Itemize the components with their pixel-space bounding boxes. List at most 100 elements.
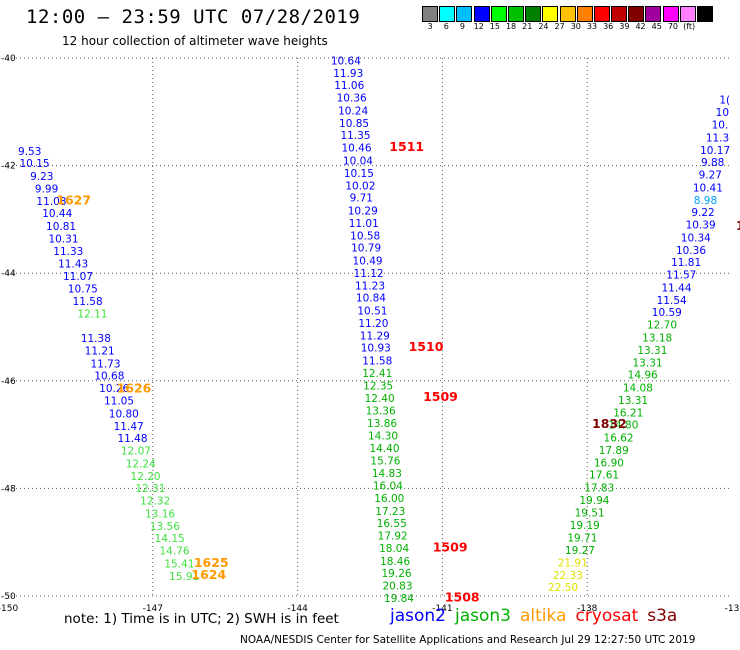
wave-height-point: 10.36 <box>337 93 367 105</box>
wave-height-point: 15.76 <box>370 456 400 468</box>
wave-height-point: 10.58 <box>350 230 380 242</box>
wave-height-point: 12.70 <box>647 320 677 332</box>
wave-height-point: 11.07 <box>63 271 93 283</box>
color-scale-label: 18 <box>505 22 517 31</box>
wave-height-point: 9.53 <box>18 146 41 158</box>
color-scale-label: 39 <box>619 22 630 31</box>
wave-height-point: 22.50 <box>548 582 578 594</box>
wave-height-point: 10.31 <box>48 234 78 246</box>
wave-height-point: 12.31 <box>135 483 165 495</box>
wave-height-point: 10.26 <box>99 383 129 395</box>
wave-height-point: 8.98 <box>694 195 717 207</box>
wave-height-point: 11.57 <box>666 270 696 282</box>
wave-height-point: 14.76 <box>159 546 189 558</box>
wave-height-point: 10.68 <box>94 371 124 383</box>
wave-height-point: 10.80 <box>109 408 139 420</box>
wave-height-point: 11.06 <box>334 80 364 92</box>
wave-height-point: 11.54 <box>657 295 687 307</box>
wave-height-point: 12.32 <box>140 496 170 508</box>
x-tick-label: -147 <box>143 604 163 614</box>
wave-height-point: 16.90 <box>594 457 624 469</box>
wave-height-point: 12.20 <box>131 471 161 483</box>
wave-height-point: 11.81 <box>671 257 701 269</box>
wave-height-point: 13.36 <box>366 406 396 418</box>
wave-height-point: 19.71 <box>567 533 597 545</box>
wave-height-point: 11.01 <box>349 218 379 230</box>
pass-time-label: 1627 <box>56 192 91 207</box>
color-scale-label: 9 <box>459 22 466 31</box>
y-tick-label: -46 <box>1 377 16 387</box>
wave-height-point: 16.21 <box>613 407 643 419</box>
legend-altika: altika <box>520 606 567 626</box>
y-tick-label: -48 <box>1 484 16 494</box>
wave-height-point: 10.34 <box>681 232 711 244</box>
wave-height-point: 10.81 <box>46 221 76 233</box>
wave-height-point: 10.29 <box>348 206 378 218</box>
color-swatch <box>439 6 456 22</box>
wave-height-point: 12.40 <box>365 393 395 405</box>
color-swatch <box>542 6 559 22</box>
wave-height-point: 13.18 <box>642 333 672 345</box>
color-scale-label: 15 <box>489 22 500 31</box>
wave-height-point: 12.35 <box>363 380 393 392</box>
pass-time-label: 18 <box>736 218 740 233</box>
wave-height-point: 12.07 <box>121 446 151 458</box>
wave-height-point: 11.48 <box>117 433 147 445</box>
color-scale-label: (ft) <box>683 22 696 31</box>
y-tick-label: -44 <box>1 269 16 279</box>
wave-height-point: 19.84 <box>384 593 414 605</box>
wave-height-point: 11.3 <box>706 132 729 144</box>
wave-height-point: 10.49 <box>353 256 383 268</box>
wave-height-point: 10.17 <box>700 145 730 157</box>
wave-height-point: 14.30 <box>368 430 398 442</box>
color-scale-label: 12 <box>473 22 484 31</box>
wave-height-point: 13.31 <box>633 357 663 369</box>
wave-height-point: 11.58 <box>73 296 103 308</box>
color-swatch <box>645 6 662 22</box>
color-scale-label: 45 <box>651 22 662 31</box>
wave-height-point: 17.23 <box>375 506 405 518</box>
color-scale-label: 36 <box>603 22 614 31</box>
wave-height-point: 16.04 <box>373 480 403 492</box>
data-points: 9.5310.159.239.9911.0810.4410.8110.3111.… <box>18 55 730 604</box>
color-swatch <box>473 6 490 22</box>
wave-height-point: 17.83 <box>584 483 614 495</box>
color-scale-label: 27 <box>554 22 565 31</box>
y-tick-label: -42 <box>1 162 16 172</box>
wave-height-point: 10.59 <box>652 307 682 319</box>
wave-height-point: 10.02 <box>345 180 375 192</box>
color-scale-bar <box>422 6 714 22</box>
color-scale-label: 24 <box>538 22 549 31</box>
x-tick-label: -144 <box>287 604 308 614</box>
wave-height-point: 11.93 <box>333 68 363 80</box>
wave-height-point: 13.31 <box>618 395 648 407</box>
wave-height-point: 10. <box>712 119 729 131</box>
wave-height-point: 10.51 <box>357 306 387 318</box>
wave-height-point: 19.94 <box>579 495 609 507</box>
color-swatch <box>593 6 610 22</box>
wave-height-point: 13.86 <box>367 418 397 430</box>
wave-height-point: 18.04 <box>379 543 409 555</box>
wave-height-point: 10.15 <box>344 168 374 180</box>
wave-height-point: 12.41 <box>362 368 392 380</box>
wave-height-point: 13.16 <box>145 508 175 520</box>
wave-height-point: 11.12 <box>354 268 384 280</box>
wave-height-point: 11.33 <box>53 246 83 258</box>
axis-ticks: -150 -147 -144 -141 -138 -13 -40 -42 -44 -46 -48 -5… <box>0 54 739 614</box>
color-scale-labels: 3 6 9 12 15 18 21 24 27 30 33 36 39 42 45 70 (ft) <box>422 22 697 31</box>
wave-height-point: 10.46 <box>341 143 371 155</box>
footer-credit: NOAA/NESDIS Center for Satellite Applica… <box>240 634 696 646</box>
wave-height-point: 14.96 <box>628 370 658 382</box>
x-tick-label: -13 <box>725 604 740 614</box>
color-scale-label: 21 <box>522 22 533 31</box>
wave-height-point: 13.31 <box>637 345 667 357</box>
wave-height-point: 11.73 <box>90 358 120 370</box>
legend-cryosat: cryosat <box>575 606 639 626</box>
color-swatch <box>679 6 696 22</box>
color-swatch <box>456 6 473 22</box>
wave-height-point: 10.79 <box>351 243 381 255</box>
pass-time-label: 1625 <box>194 555 229 570</box>
pass-time-label: 1624 <box>191 567 226 582</box>
wave-height-point: 11.58 <box>362 356 392 368</box>
color-swatch <box>507 6 524 22</box>
